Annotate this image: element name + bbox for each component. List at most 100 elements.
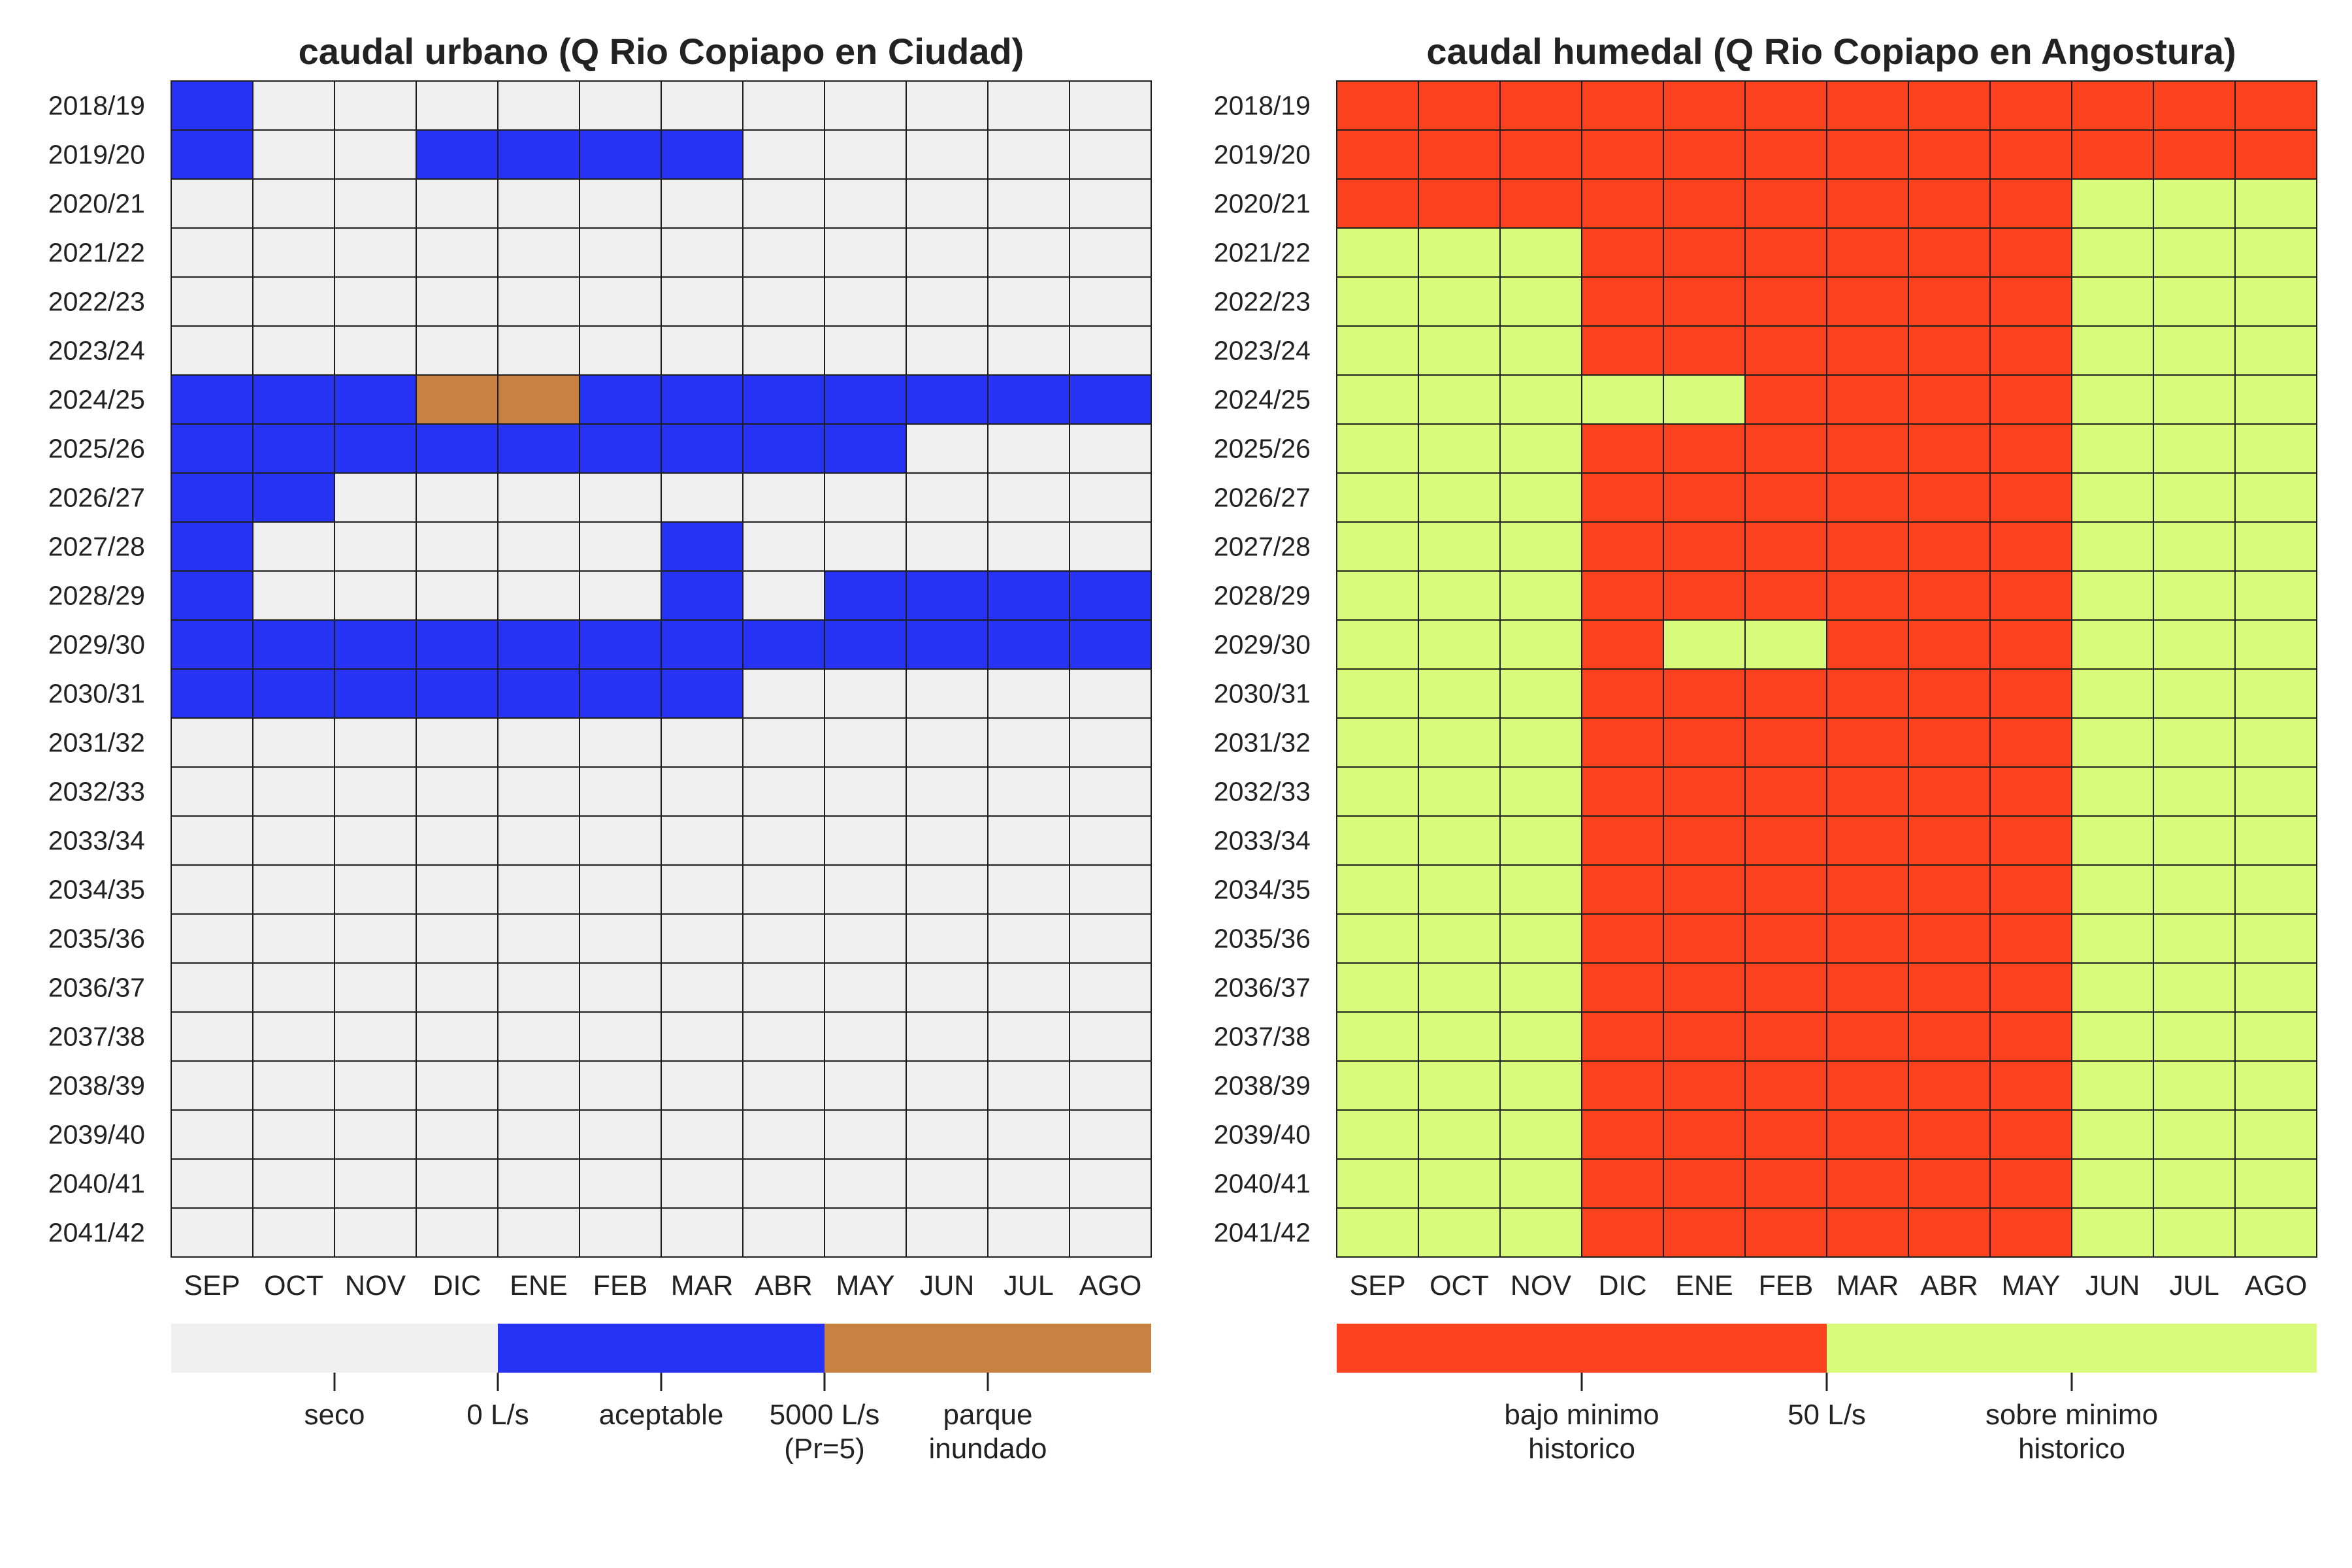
heatmap-cell: [987, 766, 1070, 817]
heatmap-cell: [1989, 1011, 2072, 1062]
heatmap-cell: [742, 472, 825, 523]
x-tick-label: OCT: [264, 1270, 323, 1301]
heatmap-cell: [1418, 1060, 1501, 1111]
heatmap-cell: [497, 178, 580, 229]
heatmap-cell: [497, 668, 580, 719]
heatmap-cells: [171, 80, 1152, 1258]
heatmap-cell: [661, 913, 743, 964]
heatmap-cell: [416, 325, 498, 376]
heatmap-cell: [1744, 374, 1827, 425]
heatmap-cell: [334, 80, 417, 131]
legend-swatch: [1337, 1324, 1827, 1373]
heatmap-cell: [252, 1060, 335, 1111]
heatmap-cell: [2234, 1060, 2317, 1111]
heatmap-cell: [1418, 227, 1501, 278]
y-tick-label: 2040/41: [48, 1169, 145, 1199]
heatmap-cell: [906, 668, 988, 719]
y-tick-label: 2038/39: [48, 1071, 145, 1101]
heatmap-cell: [2071, 1207, 2154, 1258]
heatmap-cell: [1663, 374, 1746, 425]
heatmap-cell: [661, 815, 743, 866]
heatmap-cell: [1989, 913, 2072, 964]
heatmap-cell: [1744, 178, 1827, 229]
heatmap-cell: [1336, 276, 1419, 327]
heatmap-cell: [252, 521, 335, 572]
heatmap-cell: [661, 374, 743, 425]
heatmap-cell: [2071, 570, 2154, 621]
legend-label: seco: [304, 1399, 365, 1431]
heatmap-cell: [987, 864, 1070, 915]
heatmap-cell: [1418, 423, 1501, 474]
heatmap-cell: [252, 1158, 335, 1209]
heatmap-cell: [579, 178, 662, 229]
heatmap-cell: [742, 423, 825, 474]
heatmap-cell: [334, 717, 417, 768]
heatmap-cell: [171, 521, 253, 572]
y-tick-label: 2028/29: [48, 581, 145, 611]
heatmap-cell: [1499, 1011, 1582, 1062]
heatmap-cell: [987, 717, 1070, 768]
heatmap-cell: [1336, 325, 1419, 376]
heatmap-cell: [2234, 717, 2317, 768]
heatmap-cell: [824, 913, 907, 964]
heatmap-cell: [171, 276, 253, 327]
heatmap-cell: [1989, 374, 2072, 425]
y-tick-label: 2021/22: [1214, 238, 1311, 268]
heatmap-cell: [906, 521, 988, 572]
heatmap-cell: [906, 913, 988, 964]
heatmap-cell: [742, 913, 825, 964]
y-tick-label: 2033/34: [48, 826, 145, 856]
heatmap-cell: [1826, 766, 1909, 817]
heatmap-cell: [497, 1011, 580, 1062]
heatmap-cell: [1989, 178, 2072, 229]
heatmap-cell: [579, 570, 662, 621]
y-tick-label: 2029/30: [1214, 630, 1311, 660]
heatmap-cell: [334, 374, 417, 425]
heatmap-cell: [1418, 129, 1501, 180]
heatmap-cell: [1744, 913, 1827, 964]
heatmap-cell: [1663, 1158, 1746, 1209]
heatmap-cell: [824, 1011, 907, 1062]
heatmap-cell: [661, 962, 743, 1013]
heatmap-cell: [252, 913, 335, 964]
heatmap-cell: [2153, 1207, 2236, 1258]
heatmap-cell: [1581, 570, 1664, 621]
x-tick-label: JUL: [1004, 1270, 1053, 1301]
heatmap-cell: [824, 619, 907, 670]
heatmap-cell: [1744, 1060, 1827, 1111]
legend-swatch: [171, 1324, 498, 1373]
heatmap-cell: [2153, 717, 2236, 768]
heatmap-cell: [2071, 178, 2154, 229]
heatmap-cell: [1499, 276, 1582, 327]
heatmap-cell: [1663, 472, 1746, 523]
heatmap-cell: [416, 1207, 498, 1258]
heatmap-cell: [1581, 276, 1664, 327]
heatmap-cell: [1663, 178, 1746, 229]
heatmap-cell: [579, 423, 662, 474]
heatmap-cell: [171, 472, 253, 523]
heatmap-cell: [1663, 129, 1746, 180]
heatmap-cell: [661, 668, 743, 719]
heatmap-cell: [1069, 619, 1152, 670]
heatmap-cell: [661, 1011, 743, 1062]
heatmap-cell: [906, 815, 988, 866]
heatmap-cell: [1499, 374, 1582, 425]
heatmap-cell: [661, 325, 743, 376]
heatmap-cell: [906, 864, 988, 915]
heatmap-cell: [742, 1060, 825, 1111]
heatmap-cell: [1499, 815, 1582, 866]
heatmap-cell: [252, 178, 335, 229]
heatmap-cell: [1908, 423, 1991, 474]
heatmap-cell: [906, 570, 988, 621]
heatmap-cell: [1989, 521, 2072, 572]
heatmap-cell: [579, 1109, 662, 1160]
y-tick-label: 2019/20: [48, 140, 145, 170]
x-axis-labels: SEP OCT NOV DIC ENE FEB MAR ABR MAY JUN JUL AGO: [184, 1270, 1141, 1301]
heatmap-cell: [252, 962, 335, 1013]
heatmap-cell: [1744, 1158, 1827, 1209]
heatmap-cell: [1908, 766, 1991, 817]
heatmap-cell: [334, 276, 417, 327]
y-tick-label: 2029/30: [48, 630, 145, 660]
heatmap-cell: [1581, 913, 1664, 964]
heatmap-cell: [1336, 913, 1419, 964]
